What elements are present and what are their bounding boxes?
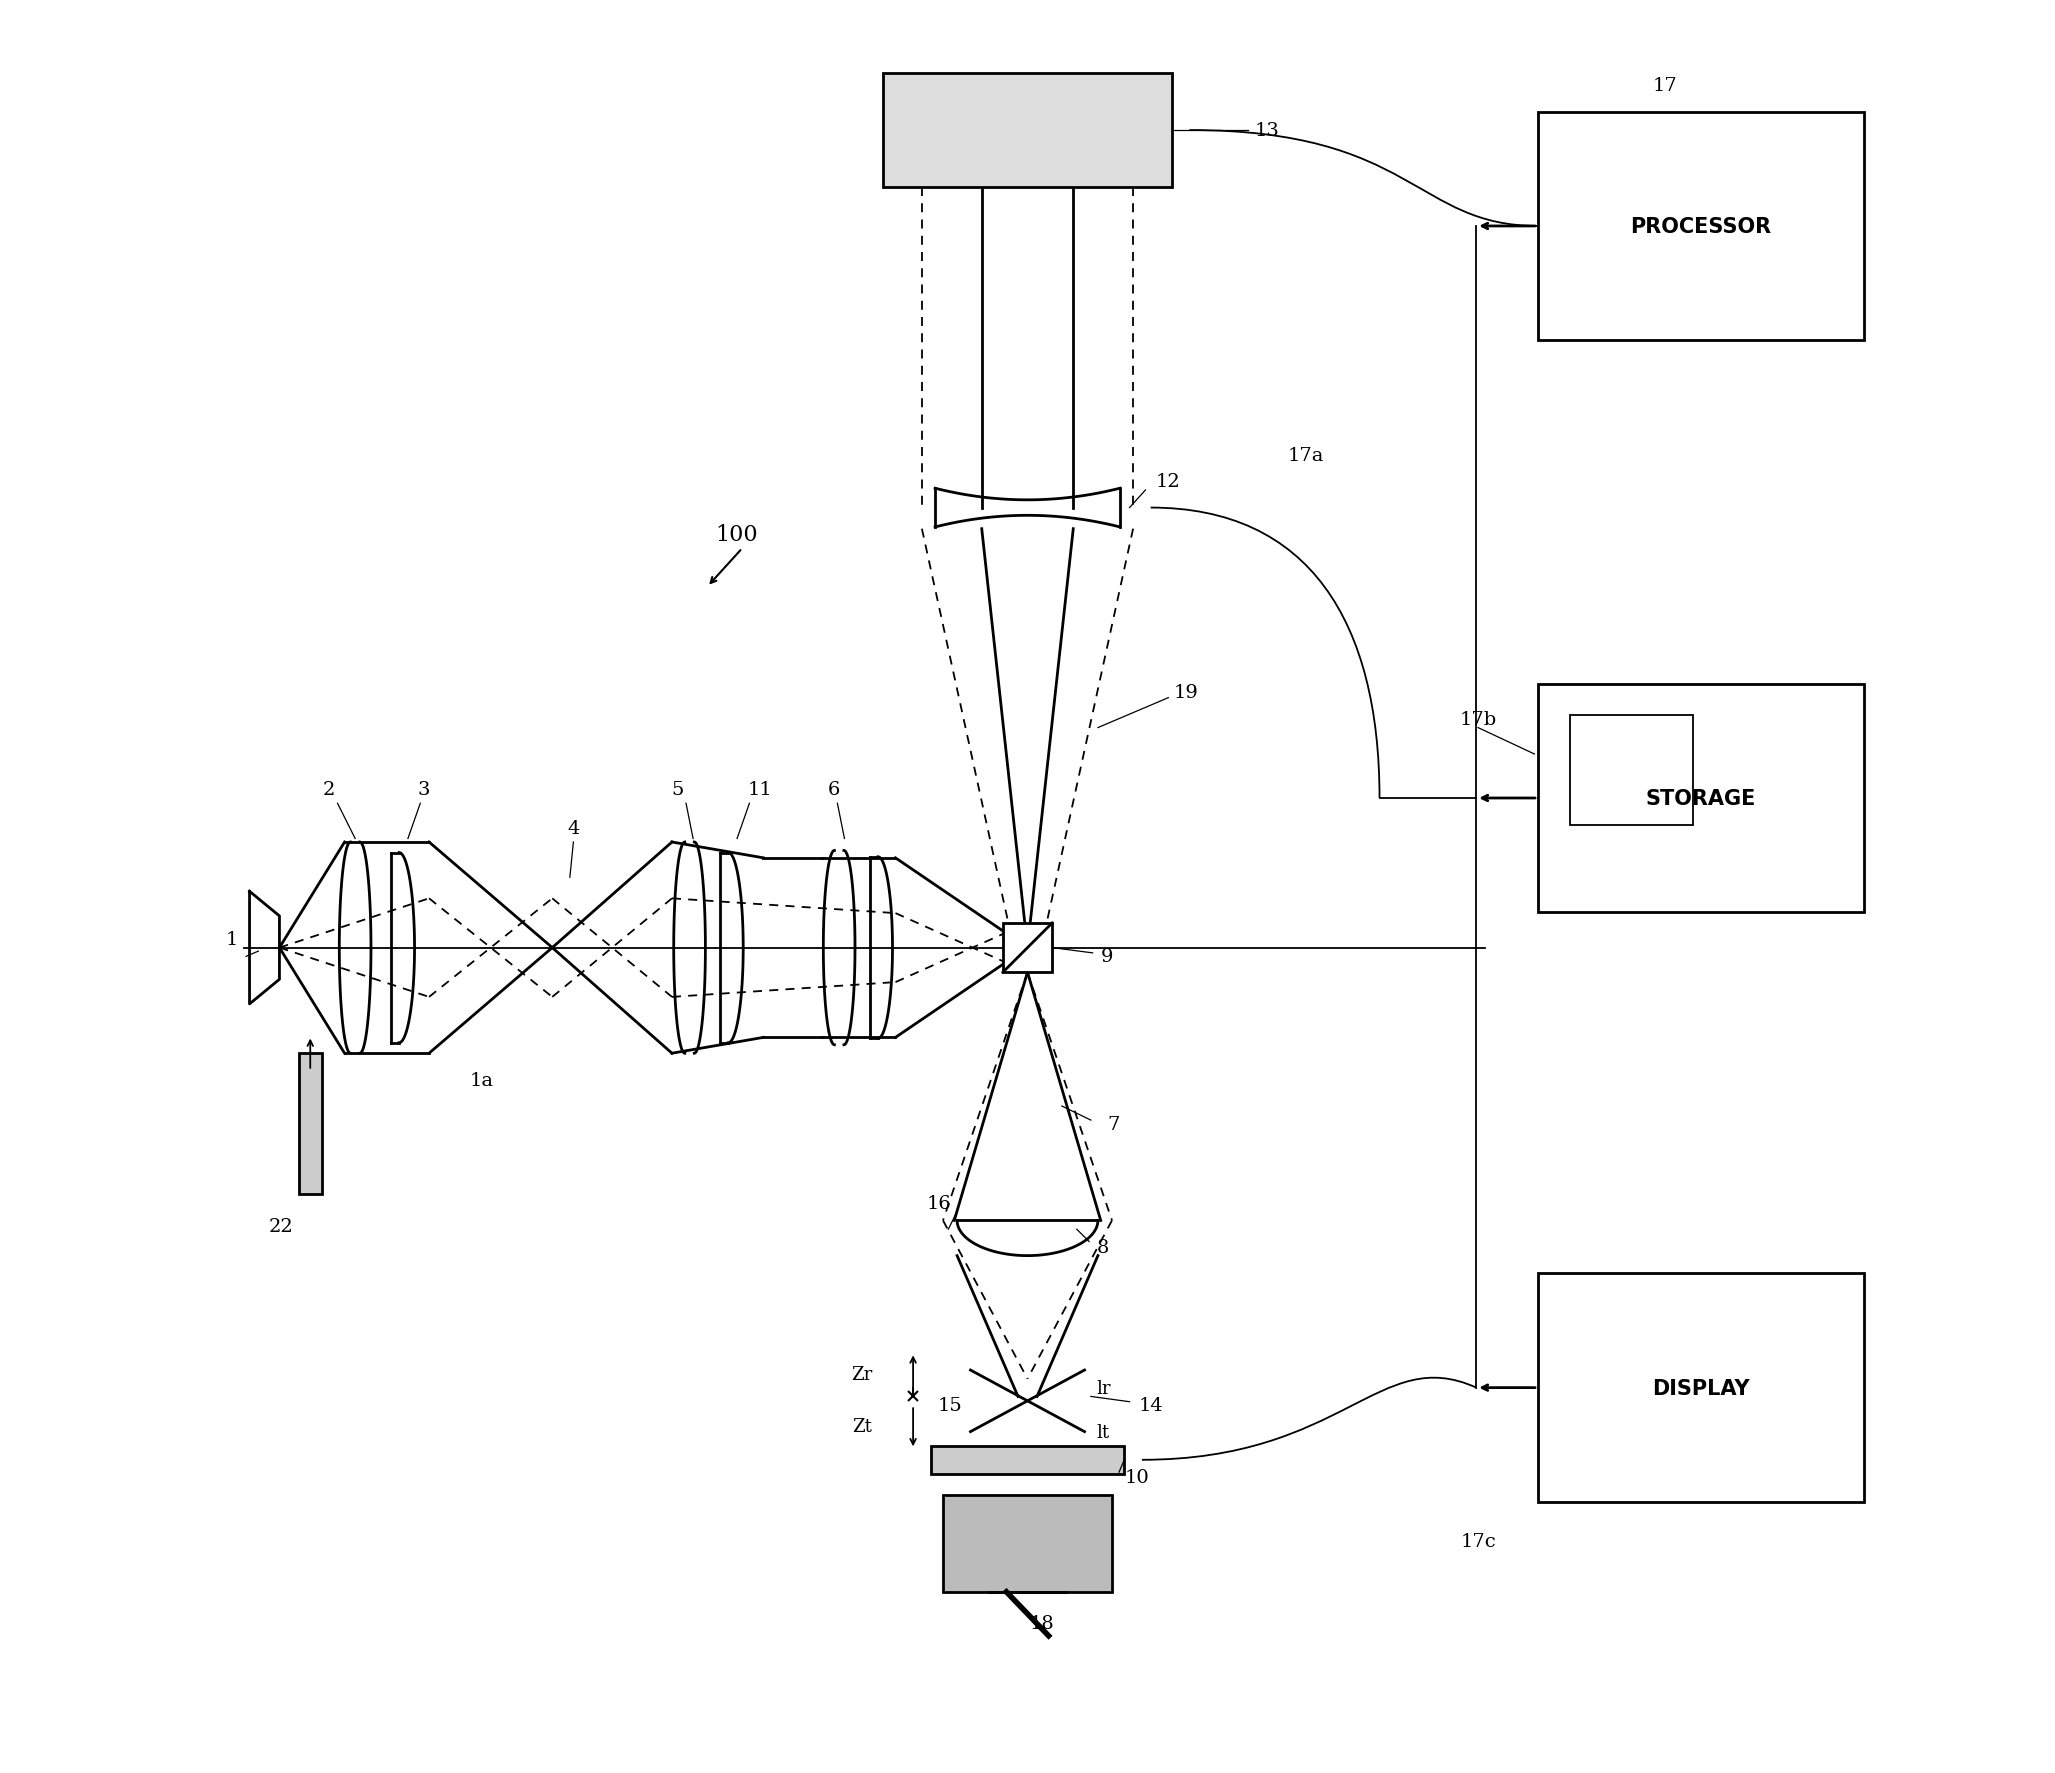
Text: 17b: 17b bbox=[1459, 711, 1496, 729]
Bar bbox=[298, 1053, 323, 1195]
Text: 15: 15 bbox=[937, 1397, 962, 1415]
Text: 1: 1 bbox=[226, 931, 238, 949]
Text: lt: lt bbox=[1097, 1422, 1110, 1441]
Bar bbox=[943, 1495, 1112, 1592]
Text: 14: 14 bbox=[1138, 1397, 1163, 1415]
Bar bbox=[1570, 716, 1693, 826]
Text: PROCESSOR: PROCESSOR bbox=[1630, 216, 1771, 238]
Text: 100: 100 bbox=[715, 523, 758, 546]
Bar bbox=[884, 74, 1171, 188]
Bar bbox=[931, 1447, 1124, 1473]
Text: 17: 17 bbox=[1652, 76, 1677, 96]
Text: 5: 5 bbox=[672, 780, 684, 800]
Text: 10: 10 bbox=[1124, 1468, 1149, 1486]
Bar bbox=[1003, 924, 1052, 973]
Text: Zr: Zr bbox=[851, 1365, 873, 1383]
Text: 19: 19 bbox=[1173, 684, 1198, 702]
Text: 13: 13 bbox=[1254, 122, 1280, 140]
Text: lr: lr bbox=[1095, 1379, 1110, 1397]
Text: 8: 8 bbox=[1097, 1238, 1110, 1255]
Text: 7: 7 bbox=[1108, 1115, 1120, 1133]
Text: 9: 9 bbox=[1101, 949, 1114, 966]
Text: 16: 16 bbox=[927, 1195, 951, 1213]
Text: 2: 2 bbox=[323, 780, 335, 800]
Text: 18: 18 bbox=[1030, 1615, 1054, 1633]
Text: 4: 4 bbox=[567, 819, 580, 837]
Text: 17c: 17c bbox=[1461, 1532, 1496, 1550]
Text: 22: 22 bbox=[269, 1216, 294, 1236]
Bar bbox=[1537, 1273, 1864, 1502]
Text: STORAGE: STORAGE bbox=[1646, 789, 1755, 808]
Text: 1a: 1a bbox=[471, 1071, 493, 1089]
Bar bbox=[1537, 112, 1864, 340]
Text: 3: 3 bbox=[417, 780, 429, 800]
Text: 6: 6 bbox=[828, 780, 840, 800]
Text: 17a: 17a bbox=[1286, 447, 1323, 465]
Bar bbox=[1537, 684, 1864, 913]
Text: Zt: Zt bbox=[853, 1418, 871, 1436]
Text: DISPLAY: DISPLAY bbox=[1652, 1378, 1749, 1397]
Text: 11: 11 bbox=[748, 780, 773, 800]
Text: 12: 12 bbox=[1155, 473, 1182, 491]
